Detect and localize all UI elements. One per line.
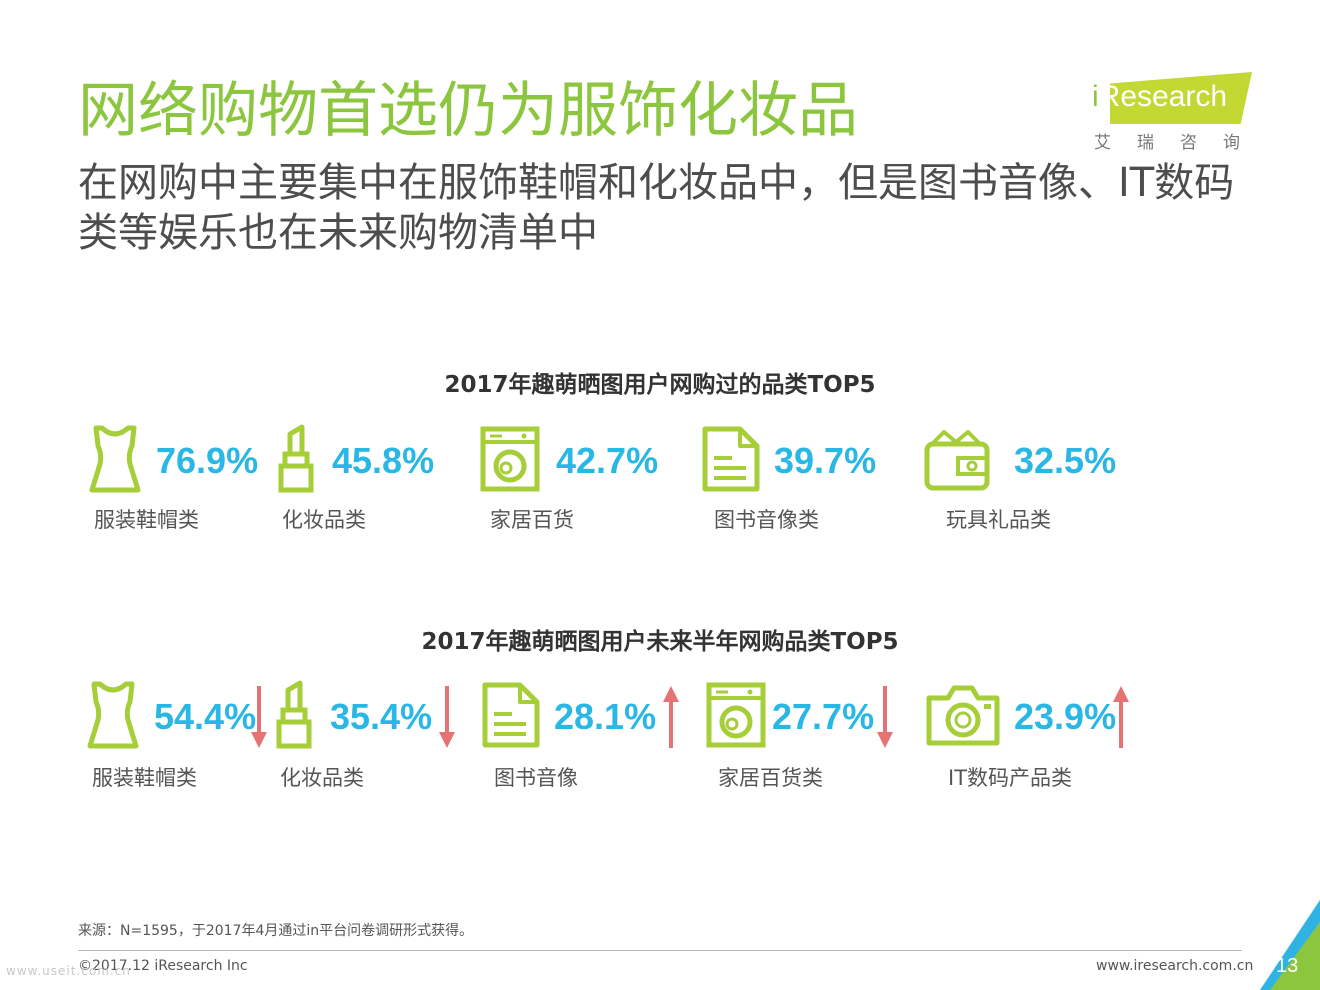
s2-label-4: 家居百货类 bbox=[718, 766, 823, 790]
trend-down-arrow-icon bbox=[439, 686, 455, 748]
lipstick-icon bbox=[278, 424, 314, 493]
s2-label-1: 服装鞋帽类 bbox=[92, 766, 197, 790]
logo-brand: iResearch bbox=[1092, 80, 1227, 114]
s2-pct-5: 23.9% bbox=[1014, 696, 1117, 737]
s1-pct-2: 45.8% bbox=[332, 440, 435, 481]
s2-label-2: 化妆品类 bbox=[280, 766, 364, 790]
s2-pct-4: 27.7% bbox=[772, 696, 875, 737]
logo-brand-name: Research bbox=[1098, 80, 1228, 113]
copyright: ©2017.12 iResearch Inc bbox=[78, 958, 248, 974]
logo-cn-text: 艾瑞咨询 bbox=[1094, 133, 1266, 153]
s1-pct-4: 39.7% bbox=[774, 440, 877, 481]
s1-pct-1: 76.9% bbox=[156, 440, 259, 481]
section2-title: 2017年趣萌晒图用户未来半年网购品类TOP5 bbox=[421, 629, 899, 655]
s2-pct-2: 35.4% bbox=[330, 696, 433, 737]
s2-pct-1: 54.4% bbox=[154, 696, 257, 737]
section1-title: 2017年趣萌晒图用户网购过的品类TOP5 bbox=[444, 372, 876, 398]
s1-pct-5: 32.5% bbox=[1014, 440, 1117, 481]
trend-up-arrow-icon bbox=[1113, 686, 1129, 748]
camera-icon bbox=[926, 685, 1000, 746]
page-title: 网络购物首选仍为服饰化妆品 bbox=[78, 76, 858, 146]
dress-icon bbox=[89, 425, 141, 493]
page-number: 13 bbox=[1276, 955, 1299, 977]
s1-label-3: 家居百货 bbox=[490, 508, 574, 532]
lipstick-icon bbox=[276, 680, 312, 749]
watermark: www.useit.com.cn bbox=[6, 964, 131, 978]
trend-down-arrow-icon bbox=[251, 686, 267, 748]
s1-label-2: 化妆品类 bbox=[282, 508, 366, 532]
s2-label-3: 图书音像 bbox=[494, 766, 578, 790]
trend-down-arrow-icon bbox=[877, 686, 893, 748]
page-subtitle: 在网购中主要集中在服饰鞋帽和化妆品中，但是图书音像、IT数码类等娱乐也在未来购物… bbox=[78, 160, 1235, 256]
document-icon bbox=[702, 426, 760, 492]
document-icon bbox=[482, 682, 540, 748]
footer-divider bbox=[78, 950, 1242, 951]
washing-machine-icon bbox=[480, 426, 540, 492]
trend-up-arrow-icon bbox=[663, 686, 679, 748]
source-note: 来源：N=1595，于2017年4月通过in平台问卷调研形式获得。 bbox=[78, 923, 474, 939]
dress-icon bbox=[87, 681, 139, 749]
logo-brand-prefix: i bbox=[1092, 80, 1099, 113]
wallet-icon bbox=[924, 430, 990, 491]
washing-machine-icon bbox=[706, 682, 766, 748]
website-link[interactable]: www.iresearch.com.cn bbox=[1096, 958, 1254, 974]
s1-pct-3: 42.7% bbox=[556, 440, 659, 481]
s1-label-5: 玩具礼品类 bbox=[946, 508, 1051, 532]
s1-label-4: 图书音像类 bbox=[714, 508, 819, 532]
corner-decoration bbox=[1260, 900, 1320, 990]
s1-label-1: 服装鞋帽类 bbox=[94, 508, 199, 532]
iresearch-logo: iResearch 艾瑞咨询 bbox=[1090, 70, 1260, 154]
s2-label-5: IT数码产品类 bbox=[948, 766, 1073, 790]
s2-pct-3: 28.1% bbox=[554, 696, 657, 737]
